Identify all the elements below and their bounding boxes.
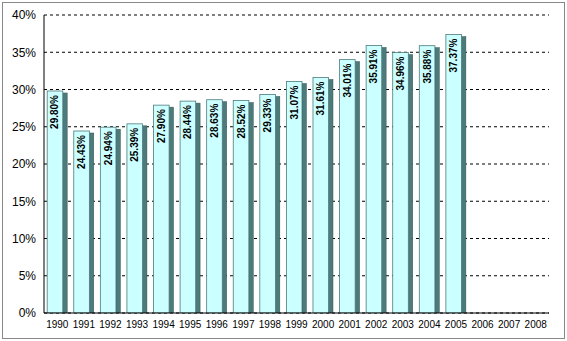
svg-text:28.63%: 28.63% bbox=[209, 104, 220, 138]
svg-text:40%: 40% bbox=[12, 8, 36, 22]
svg-text:29.33%: 29.33% bbox=[262, 98, 273, 132]
svg-text:34.96%: 34.96% bbox=[395, 56, 406, 90]
svg-text:37.37%: 37.37% bbox=[448, 38, 459, 72]
svg-text:25%: 25% bbox=[12, 120, 36, 134]
svg-text:1997: 1997 bbox=[232, 319, 255, 330]
svg-text:10%: 10% bbox=[12, 232, 36, 246]
svg-text:28.52%: 28.52% bbox=[236, 104, 247, 138]
svg-text:2001: 2001 bbox=[339, 319, 362, 330]
svg-text:35%: 35% bbox=[12, 46, 36, 60]
svg-text:1992: 1992 bbox=[99, 319, 122, 330]
svg-text:31.07%: 31.07% bbox=[289, 85, 300, 119]
svg-text:28.44%: 28.44% bbox=[182, 105, 193, 139]
svg-text:1994: 1994 bbox=[152, 319, 175, 330]
svg-text:34.01%: 34.01% bbox=[342, 64, 353, 98]
svg-text:24.94%: 24.94% bbox=[103, 131, 114, 165]
svg-text:1996: 1996 bbox=[206, 319, 229, 330]
svg-text:31.61%: 31.61% bbox=[315, 81, 326, 115]
svg-text:20%: 20% bbox=[12, 157, 36, 171]
svg-text:2002: 2002 bbox=[365, 319, 388, 330]
svg-text:2004: 2004 bbox=[418, 319, 441, 330]
svg-text:1999: 1999 bbox=[285, 319, 308, 330]
svg-text:1990: 1990 bbox=[46, 319, 69, 330]
svg-text:2005: 2005 bbox=[445, 319, 468, 330]
svg-text:1998: 1998 bbox=[259, 319, 282, 330]
svg-text:1993: 1993 bbox=[126, 319, 149, 330]
svg-text:24.43%: 24.43% bbox=[76, 135, 87, 169]
svg-text:2003: 2003 bbox=[392, 319, 415, 330]
svg-text:5%: 5% bbox=[19, 269, 37, 283]
svg-text:2007: 2007 bbox=[498, 319, 521, 330]
svg-text:15%: 15% bbox=[12, 195, 36, 209]
svg-text:2006: 2006 bbox=[471, 319, 494, 330]
svg-text:1991: 1991 bbox=[73, 319, 96, 330]
svg-text:35.91%: 35.91% bbox=[368, 49, 379, 83]
svg-text:2000: 2000 bbox=[312, 319, 335, 330]
svg-text:35.88%: 35.88% bbox=[422, 50, 433, 84]
svg-text:1995: 1995 bbox=[179, 319, 202, 330]
svg-text:25.39%: 25.39% bbox=[129, 128, 140, 162]
svg-text:27.90%: 27.90% bbox=[156, 109, 167, 143]
svg-text:2008: 2008 bbox=[525, 319, 548, 330]
svg-text:29.80%: 29.80% bbox=[49, 95, 60, 129]
svg-text:0%: 0% bbox=[19, 306, 37, 320]
svg-text:30%: 30% bbox=[12, 83, 36, 97]
